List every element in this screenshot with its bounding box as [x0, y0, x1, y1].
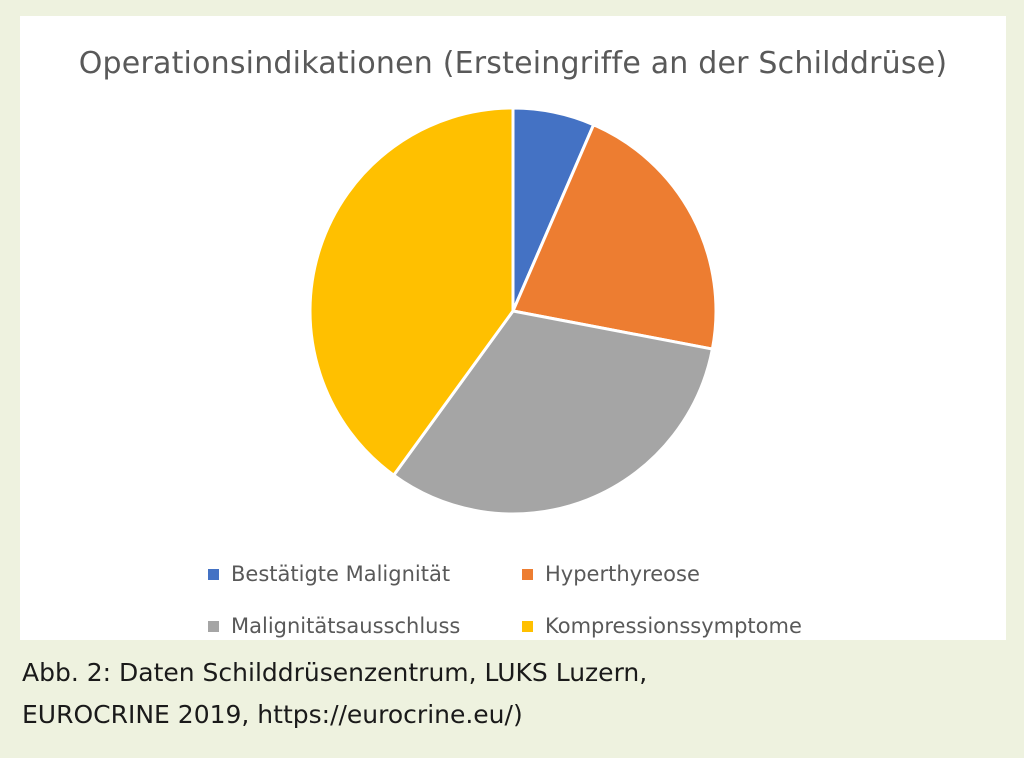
pie-slice-2: [392, 309, 714, 516]
caption-line-1: Abb. 2: Daten Schilddrüsenzentrum, LUKS …: [22, 658, 648, 687]
pie-slice-1: [511, 123, 718, 351]
legend-swatch: [208, 568, 219, 580]
legend-item-bestaetigte-malignitaet: Bestätigte Malignität: [208, 562, 450, 586]
pie-slice-3: [308, 106, 515, 477]
legend-swatch: [208, 620, 219, 632]
legend-item-malignitaetsausschluss: Malignitätsausschluss: [208, 614, 460, 638]
legend-swatch: [522, 568, 533, 580]
legend-item-kompressionssymptome: Kompressionssymptome: [522, 614, 802, 638]
legend-label: Bestätigte Malignität: [231, 562, 451, 586]
pie-chart: [308, 106, 718, 516]
legend-label: Kompressionssymptome: [545, 614, 802, 638]
legend: Bestätigte Malignität Hyperthyreose Mali…: [20, 16, 1006, 640]
caption-line-2: EUROCRINE 2019, https://eurocrine.eu/): [22, 700, 523, 729]
legend-item-hyperthyreose: Hyperthyreose: [522, 562, 700, 586]
legend-label: Malignitätsausschluss: [231, 614, 461, 638]
figure-caption: Abb. 2: Daten Schilddrüsenzentrum, LUKS …: [22, 652, 647, 736]
legend-label: Hyperthyreose: [545, 562, 700, 586]
chart-title: Operationsindikationen (Ersteingriffe an…: [78, 46, 948, 81]
chart-panel: Operationsindikationen (Ersteingriffe an…: [20, 16, 1006, 640]
legend-swatch: [522, 620, 533, 632]
